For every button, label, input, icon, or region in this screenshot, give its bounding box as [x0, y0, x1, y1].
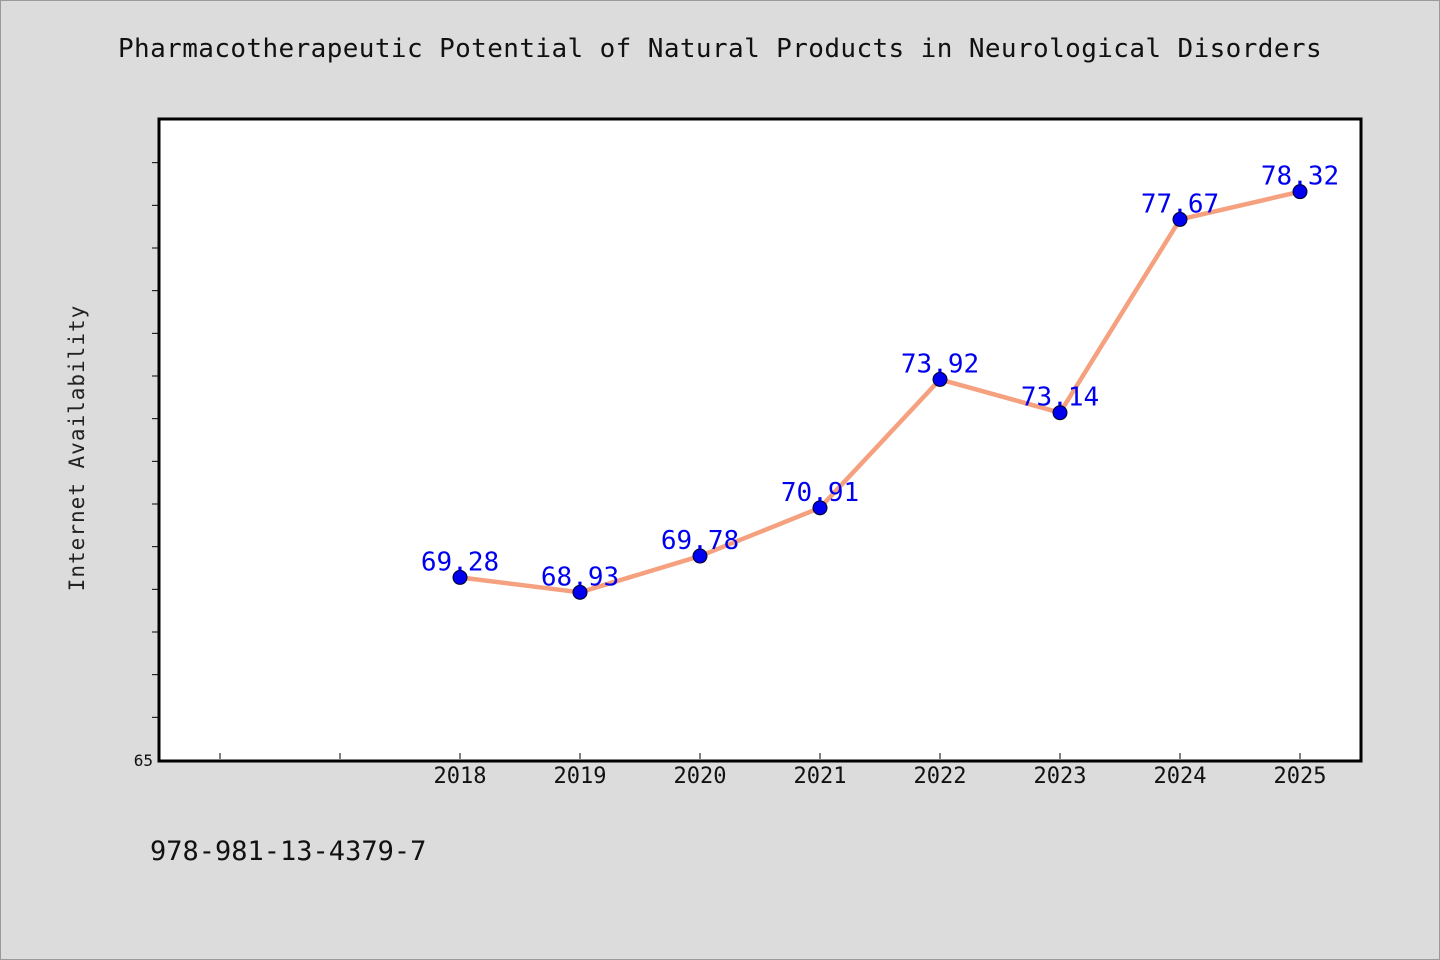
y-tick-label: 65 — [134, 751, 153, 770]
data-label: 68.93 — [541, 562, 619, 592]
data-label: 69.28 — [421, 547, 499, 577]
data-point — [1292, 184, 1308, 200]
data-labels: 69.28 68.93 69.78 70.91 73.92 73.14 77.67 78.32 — [421, 162, 1339, 593]
x-tick-label: 2021 — [794, 764, 847, 789]
data-point — [452, 569, 468, 585]
y-axis-ticks: 65 — [134, 162, 159, 770]
series-group — [452, 184, 1308, 600]
series-line — [459, 189, 1301, 595]
data-label: 73.14 — [1021, 383, 1099, 413]
x-axis-ticks: 2018 2019 2020 2021 2022 2023 2024 2025 — [219, 753, 1327, 789]
data-label: 77.67 — [1141, 189, 1219, 219]
data-label: 70.91 — [781, 478, 859, 508]
isbn-text: 978-981-13-4379-7 — [150, 836, 427, 867]
data-label: 78.32 — [1261, 162, 1339, 192]
x-tick-label: 2018 — [434, 764, 487, 789]
plot-area — [157, 117, 1363, 763]
data-point — [812, 500, 828, 516]
data-point — [1052, 405, 1068, 421]
chart-title: Pharmacotherapeutic Potential of Natural… — [118, 34, 1322, 64]
data-label: 69.78 — [661, 526, 739, 556]
x-tick-label: 2023 — [1034, 764, 1087, 789]
data-point — [692, 548, 708, 564]
x-tick-label: 2022 — [914, 764, 967, 789]
x-tick-label: 2019 — [554, 764, 607, 789]
data-point — [1172, 211, 1188, 227]
data-point — [932, 371, 948, 387]
x-tick-label: 2025 — [1274, 764, 1327, 789]
x-tick-label: 2024 — [1154, 764, 1207, 789]
data-label: 73.92 — [901, 349, 979, 379]
x-tick-label: 2020 — [674, 764, 727, 789]
data-point — [572, 584, 588, 600]
